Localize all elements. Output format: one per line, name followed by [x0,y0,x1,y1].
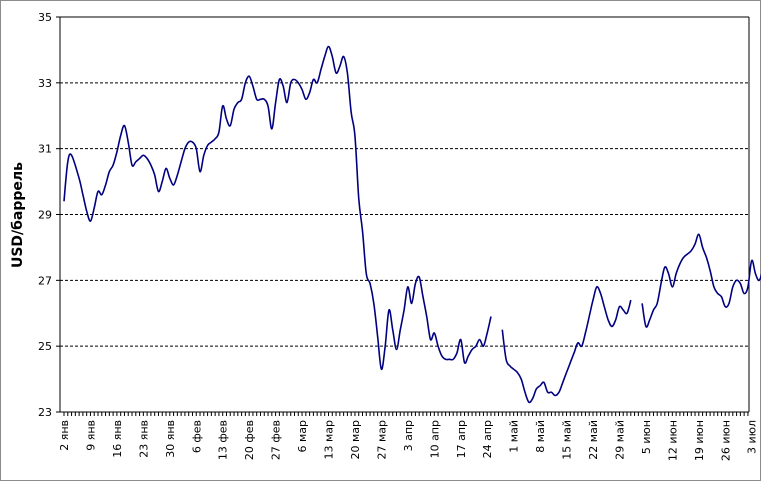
x-tick-label: 9 янв [84,420,97,451]
x-tick-label: 2 янв [58,420,71,451]
x-tick-label: 5 июн [640,420,653,454]
x-tick-label: 13 мар [323,420,336,460]
x-tick-label: 20 мар [349,420,362,460]
x-tick-label: 27 фев [270,420,283,460]
y-tick-label: 35 [38,11,52,24]
y-tick-label: 31 [38,143,52,156]
x-tick-label: 6 фев [190,420,203,453]
series-lines [63,45,761,404]
series-line [63,45,492,371]
x-tick-label: 24 апр [481,420,494,458]
x-tick-label: 16 янв [111,420,124,458]
series-line [501,285,632,404]
x-tick-label: 22 май [587,420,600,460]
x-tick-label: 10 апр [428,420,441,458]
axes [56,16,750,416]
x-tick-label: 29 май [613,420,626,460]
x-tick-label: 12 июн [666,420,679,461]
y-tick-label: 29 [38,209,52,222]
x-tick-label: 3 апр [402,420,415,451]
y-axis-label: USD/баррель [10,162,26,268]
y-tick-label: 33 [38,77,52,90]
x-tick-label: 6 мар [296,420,309,453]
x-tick-label: 1 май [508,420,521,453]
x-tick-label: 13 фев [217,420,230,460]
x-tick-label: 8 май [534,420,547,453]
y-tick-label: 27 [38,274,52,287]
y-tick-label: 25 [38,340,52,353]
x-tick-label: 30 янв [164,420,177,458]
y-tick-label: 23 [38,406,52,419]
y-tick-labels: 23 25 27 29 31 33 35 [38,11,52,419]
x-tick-label: 26 июн [719,420,732,461]
x-tick-label: 15 май [561,420,574,460]
x-tick-label: 23 янв [137,420,150,458]
x-tick-label: 19 июн [693,420,706,461]
x-tick-label: 20 фев [243,420,256,460]
x-tick-label: 3 июл [746,420,759,454]
x-tick-labels: 2 янв 9 янв 16 янв 23 янв 30 янв 6 фев 13 фев 2… [58,420,759,461]
series-line [641,233,761,328]
x-tick-label: 27 мар [375,420,388,460]
x-tick-label: 17 апр [455,420,468,458]
